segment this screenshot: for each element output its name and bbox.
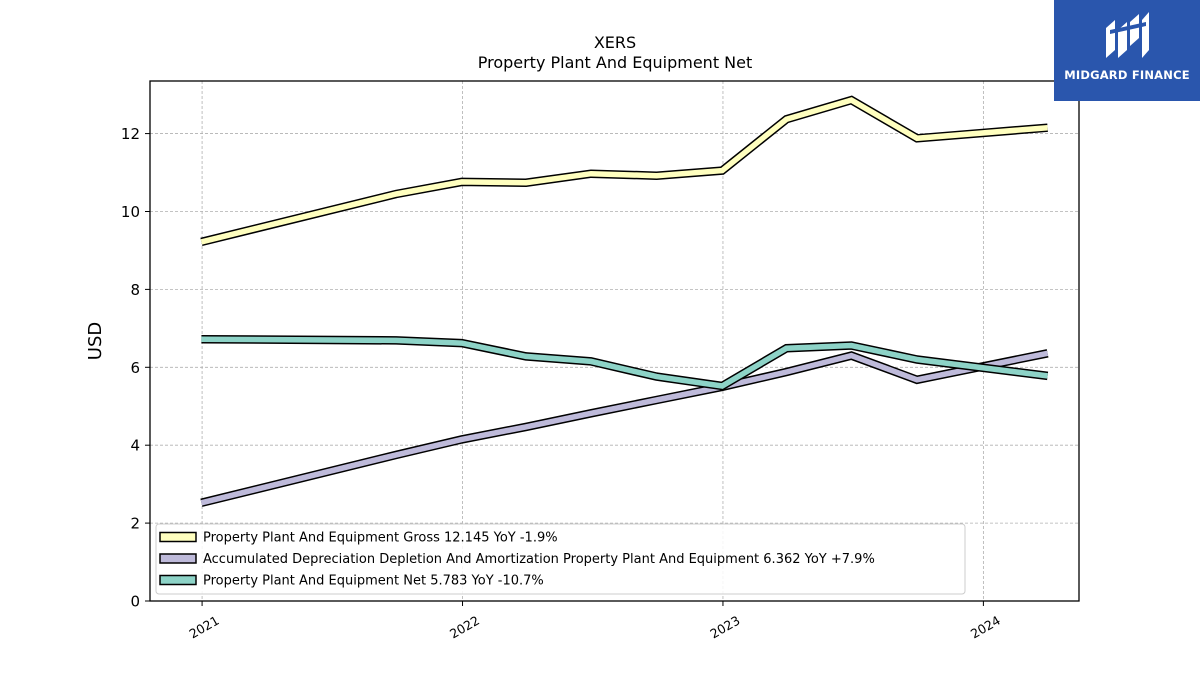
- plot-frame: [149, 80, 1080, 602]
- y-axis-label: USD: [85, 322, 106, 360]
- x-tick-label: 2024: [968, 613, 1003, 642]
- legend: Property Plant And Equipment Gross 12.14…: [155, 523, 966, 595]
- brand-mark-icon: [1106, 12, 1149, 58]
- y-tick-label: 8: [130, 281, 140, 299]
- series-layer: [200, 95, 1049, 507]
- chart-title: XERS: [594, 33, 636, 52]
- legend-swatch-2: [159, 574, 197, 586]
- legend-label-1: Accumulated Depreciation Depletion And A…: [203, 552, 875, 567]
- legend-label-0: Property Plant And Equipment Gross 12.14…: [203, 531, 558, 546]
- legend-swatch-0: [159, 531, 197, 543]
- x-tick-label: 2022: [447, 613, 482, 642]
- series-line-0: [200, 97, 1048, 245]
- chart-subtitle: Property Plant And Equipment Net: [478, 53, 753, 72]
- brand-logo: MIDGARD FINANCE: [1054, 0, 1200, 101]
- series-outline-0: [200, 95, 1048, 247]
- series-line-1: [200, 350, 1049, 506]
- y-tick-label: 0: [130, 593, 140, 611]
- y-tick-label: 6: [130, 359, 140, 377]
- legend-box: [155, 523, 966, 595]
- y-tick-label: 2: [130, 515, 140, 533]
- legend-swatch-1: [159, 553, 197, 564]
- x-tick-label: 2023: [707, 613, 742, 642]
- series-outline-1: [200, 349, 1049, 507]
- series-line-2: [201, 336, 1048, 389]
- legend-label-2: Property Plant And Equipment Net 5.783 Y…: [203, 574, 544, 589]
- brand-name: MIDGARD FINANCE: [1064, 68, 1190, 82]
- y-tick-label: 10: [121, 203, 140, 221]
- y-tick-label: 12: [121, 125, 140, 143]
- y-tick-label: 4: [130, 437, 140, 455]
- x-tick-label: 2021: [187, 613, 222, 642]
